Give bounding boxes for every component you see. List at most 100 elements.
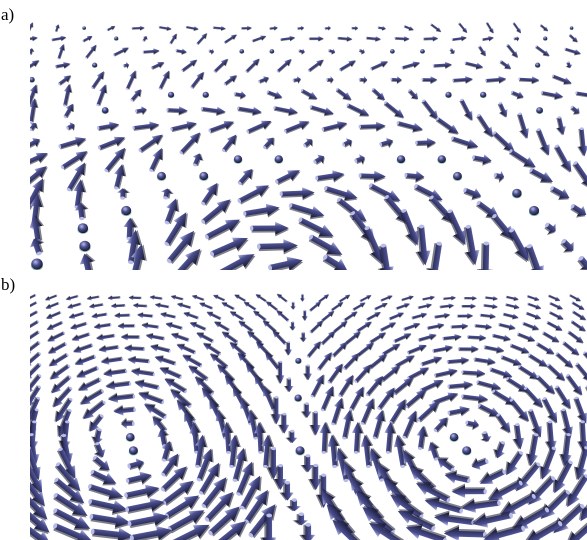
spin-arrow [300,88,318,100]
spin-arrow [510,90,524,100]
spin-arrow [57,447,76,480]
spin-arrow [499,492,536,515]
spin-arrow [397,509,436,532]
spin-arrow [505,303,520,310]
spin-arrow [309,410,321,436]
spin-arrow [460,498,501,513]
spin-arrow [183,311,199,320]
spin-arrow [535,45,550,57]
spin-arrow [273,106,298,117]
spin-arrow [73,179,87,209]
spin-arrow [421,295,435,301]
spin-arrow [192,153,204,167]
spin-arrow [296,25,305,31]
spin-arrow [420,49,425,54]
spin-arrow [365,36,381,42]
spin-arrow [170,388,192,409]
spin-arrow [554,385,571,410]
spin-arrow [79,388,105,405]
spin-arrow [577,127,587,157]
spin-arrow [527,408,542,439]
panel-label-a: a) [1,5,15,24]
spin-arrow [330,301,344,312]
spin-arrow [82,36,93,43]
spin-arrow [416,425,429,450]
spin-arrow [502,312,519,320]
spin-arrow [415,224,431,266]
spin-arrow [272,330,287,346]
spin-arrow [233,155,243,164]
spin-arrow [212,25,226,31]
spin-arrow [145,332,165,341]
spin-arrow [201,182,219,206]
spin-arrow [54,397,73,423]
spin-arrow [114,312,131,319]
spin-arrow [243,301,257,311]
spin-arrow [30,166,48,189]
spin-arrow [30,385,42,409]
spin-arrow [506,43,519,59]
spin-arrow [110,302,126,309]
spin-arrow [125,433,135,442]
spin-arrow [522,321,540,331]
spin-arrow [451,483,487,499]
spin-arrow [122,61,130,69]
spin-arrow [356,321,373,333]
spin-arrow [536,107,544,114]
spin-arrow [158,70,170,90]
spin-arrow [377,25,386,31]
spin-arrow [286,498,301,512]
spin-arrow [161,441,174,462]
spin-arrow [258,76,270,84]
spin-arrow [474,323,493,331]
spin-arrow [190,71,205,89]
spin-arrow [124,484,160,500]
spin-arrow [509,398,530,423]
spin-arrow [562,341,580,356]
spin-arrow [389,49,395,54]
spin-arrow [47,341,67,354]
spin-arrow [279,187,315,201]
spin-arrow [166,106,188,116]
spin-arrow [442,333,462,342]
spin-arrow [476,380,502,392]
spin-arrow [432,61,452,69]
spin-arrow [430,23,442,33]
spin-arrow [390,76,402,85]
spin-arrow [415,137,436,149]
spin-arrow [484,296,498,301]
spin-arrow [132,121,160,132]
spin-arrow [54,24,60,33]
spin-arrow [548,294,561,302]
spin-arrow [380,295,393,302]
spin-arrow [213,294,226,302]
spin-arrow [128,446,139,456]
spin-arrow [270,395,282,425]
panel-a-spin-arrows [30,22,587,270]
spin-arrow [471,510,513,528]
spin-arrow [66,122,76,132]
spin-arrow [393,434,407,468]
spin-arrow [459,98,473,122]
spin-arrow [439,303,455,309]
spin-arrow [50,375,72,394]
spin-arrow [358,76,368,85]
spin-arrow [518,76,540,85]
spin-arrow [116,188,131,200]
spin-arrow [380,365,401,383]
spin-arrow [107,295,121,301]
spin-arrow [164,198,180,225]
spin-arrow [565,61,573,69]
spin-arrow [381,343,401,356]
spin-arrow [30,60,40,72]
spin-arrow [539,24,549,32]
spin-arrow [543,36,548,41]
spin-arrow [179,132,202,155]
spin-arrow [485,22,494,34]
spin-arrow [518,365,539,381]
spin-arrow [491,333,511,342]
spin-arrow [52,386,73,408]
spin-arrow [142,36,148,42]
spin-arrow [284,341,293,356]
spin-arrow [93,442,106,458]
